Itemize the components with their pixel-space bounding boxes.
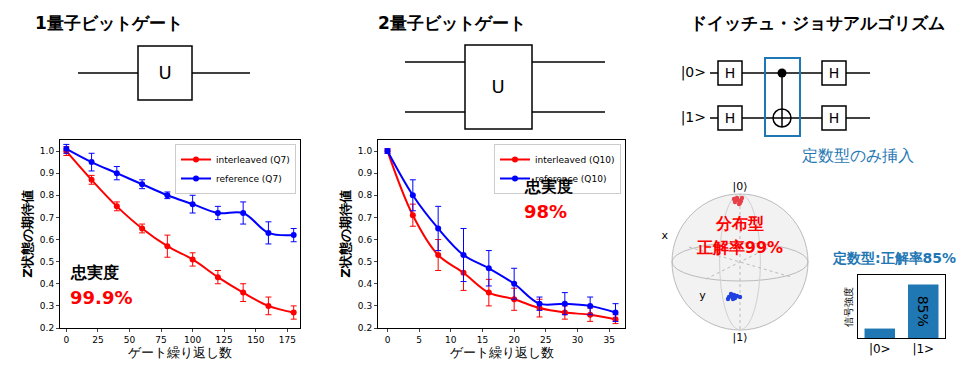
svg-text:0.8: 0.8 — [358, 190, 373, 200]
svg-text:|1>: |1> — [681, 109, 706, 126]
svg-text:正解率99%: 正解率99% — [696, 238, 783, 257]
svg-text:U: U — [491, 76, 504, 97]
svg-text:75: 75 — [155, 335, 166, 345]
svg-text:Z状態の期待値: Z状態の期待値 — [20, 190, 35, 277]
svg-text:H: H — [829, 110, 840, 126]
svg-text:reference (Q10): reference (Q10) — [535, 174, 606, 184]
svg-text:0: 0 — [63, 335, 69, 345]
svg-text:interleaved (Q10): interleaved (Q10) — [535, 155, 615, 165]
svg-text:分布型: 分布型 — [715, 214, 764, 233]
svg-text:1.0: 1.0 — [40, 146, 55, 156]
svg-text:|0⟩: |0⟩ — [733, 180, 748, 193]
svg-text:0.9: 0.9 — [40, 168, 55, 178]
svg-text:25: 25 — [92, 335, 103, 345]
svg-text:Z状態の期待値: Z状態の期待値 — [338, 190, 353, 277]
svg-text:30: 30 — [572, 335, 584, 345]
svg-text:定数型のみ挿入: 定数型のみ挿入 — [802, 146, 914, 165]
svg-text:1.0: 1.0 — [358, 146, 373, 156]
svg-text:0.2: 0.2 — [40, 323, 54, 333]
svg-text:5: 5 — [416, 335, 422, 345]
svg-text:175: 175 — [279, 335, 296, 345]
svg-text:忠実度: 忠実度 — [524, 177, 573, 196]
svg-text:50: 50 — [124, 335, 136, 345]
svg-text:15: 15 — [477, 335, 488, 345]
svg-text:0.4: 0.4 — [40, 279, 55, 289]
svg-text:0.3: 0.3 — [358, 301, 372, 311]
svg-text:H: H — [725, 110, 736, 126]
svg-text:100: 100 — [184, 335, 201, 345]
svg-text:0.3: 0.3 — [40, 301, 54, 311]
svg-text:reference (Q7): reference (Q7) — [216, 174, 282, 184]
svg-text:99.9%: 99.9% — [70, 287, 132, 308]
svg-text:信号強度: 信号強度 — [843, 287, 854, 327]
svg-text:x: x — [661, 229, 668, 242]
svg-text:|0>: |0> — [681, 64, 706, 81]
svg-text:0.4: 0.4 — [358, 279, 373, 289]
svg-text:定数型:正解率85%: 定数型:正解率85% — [832, 250, 956, 266]
svg-text:H: H — [829, 65, 840, 81]
svg-text:98%: 98% — [524, 201, 567, 222]
svg-text:150: 150 — [247, 335, 264, 345]
svg-text:y: y — [699, 289, 706, 302]
svg-text:20: 20 — [508, 335, 520, 345]
svg-text:25: 25 — [540, 335, 551, 345]
svg-text:U: U — [158, 62, 171, 83]
svg-text:|0>: |0> — [869, 342, 891, 356]
svg-text:10: 10 — [445, 335, 457, 345]
svg-text:0.6: 0.6 — [358, 235, 373, 245]
svg-text:ドイッチュ・ジョサアルゴリズム: ドイッチュ・ジョサアルゴリズム — [690, 13, 945, 33]
svg-text:1量子ビットゲート: 1量子ビットゲート — [35, 13, 183, 33]
svg-text:0.7: 0.7 — [358, 213, 372, 223]
svg-text:0.5: 0.5 — [40, 257, 54, 267]
svg-text:ゲート繰り返し数: ゲート繰り返し数 — [128, 345, 232, 360]
svg-text:H: H — [725, 65, 736, 81]
svg-text:0.6: 0.6 — [40, 235, 55, 245]
svg-text:0.9: 0.9 — [358, 168, 373, 178]
svg-text:85%: 85% — [915, 296, 931, 327]
svg-text:0.8: 0.8 — [40, 190, 55, 200]
svg-text:0.5: 0.5 — [358, 257, 372, 267]
svg-text:125: 125 — [216, 335, 233, 345]
svg-text:ゲート繰り返し数: ゲート繰り返し数 — [450, 345, 554, 360]
svg-text:0.2: 0.2 — [358, 323, 372, 333]
svg-text:35: 35 — [603, 335, 614, 345]
svg-text:2量子ビットゲート: 2量子ビットゲート — [378, 13, 526, 33]
svg-text:|1⟩: |1⟩ — [733, 331, 748, 344]
svg-text:0.7: 0.7 — [40, 213, 54, 223]
svg-text:忠実度: 忠実度 — [70, 263, 119, 282]
svg-text:|1>: |1> — [912, 342, 934, 356]
svg-text:0: 0 — [385, 335, 391, 345]
svg-text:interleaved (Q7): interleaved (Q7) — [216, 155, 290, 165]
